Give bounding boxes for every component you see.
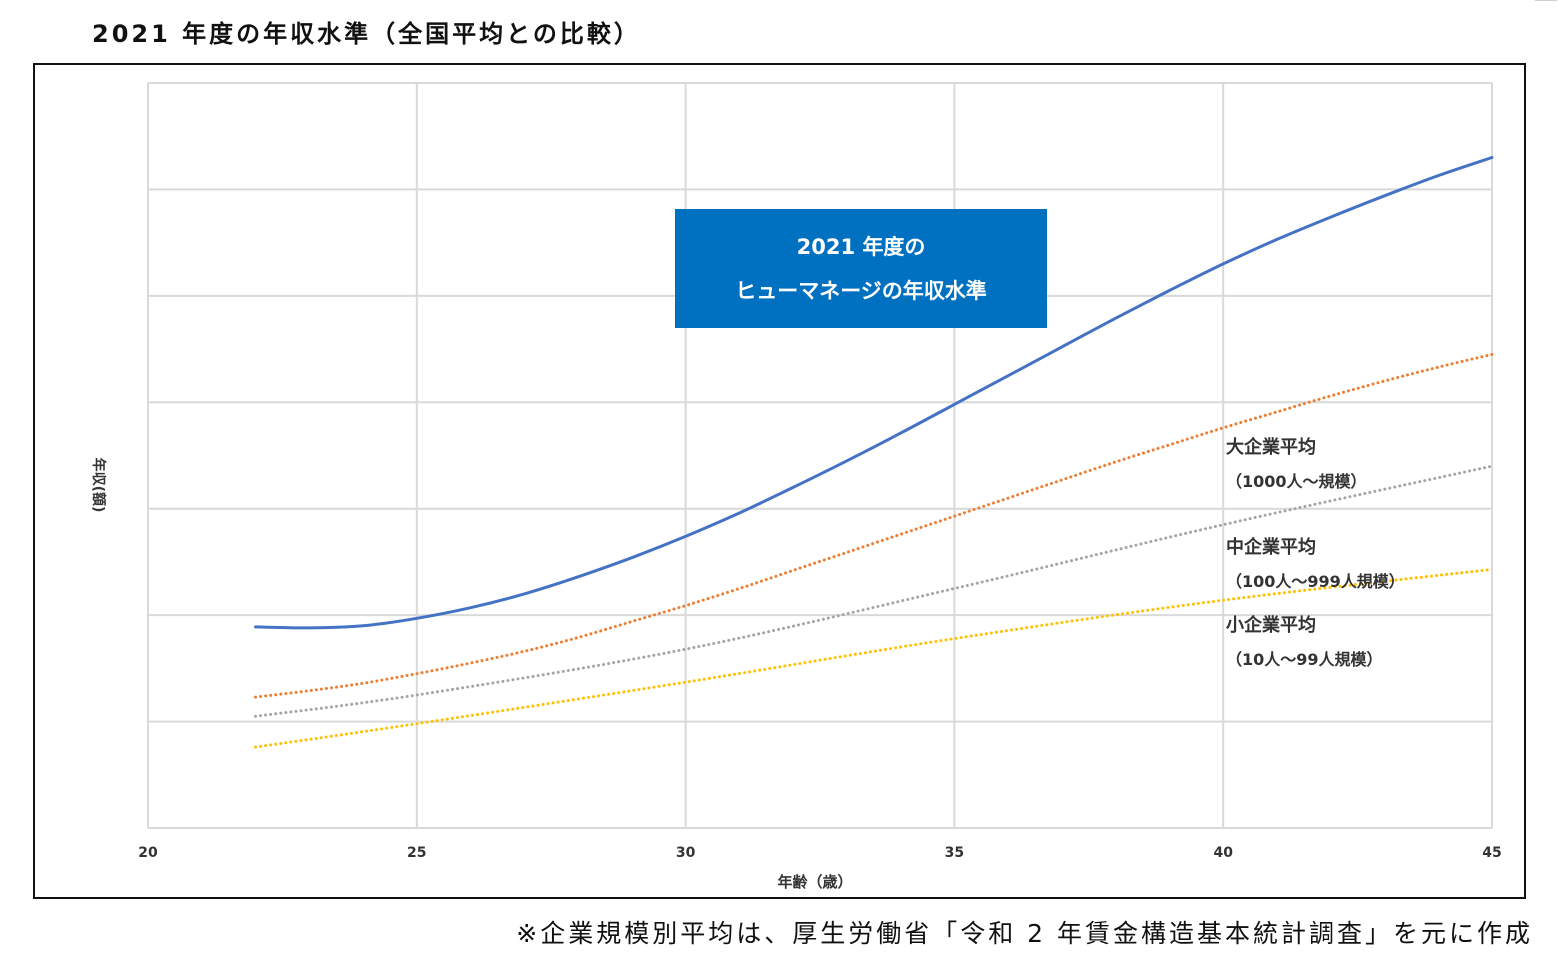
label-layer: 大企業平均 （1000人～規模） 中企業平均 （100人～999人規模） 小企業平均 （1… <box>1226 436 1405 669</box>
series-sublabel-small: （10人～99人規模） <box>1226 650 1383 669</box>
line-chart: 20 25 30 35 40 45 大企業平均 （1000人～規模） 中企業平均 （100人～9… <box>90 82 1502 891</box>
series-line-medium <box>254 464 1494 718</box>
callout-line-2: ヒューマネージの年収水準 <box>735 279 987 303</box>
x-tick-label: 40 <box>1213 845 1233 861</box>
series-line-small <box>254 567 1494 749</box>
x-tick-label: 20 <box>138 845 158 861</box>
x-axis-label: 年齢（歳） <box>777 873 852 891</box>
chart-frame: 20 25 30 35 40 45 大企業平均 （1000人～規模） 中企業平均 （100人～9… <box>33 63 1526 899</box>
source-note: ※企業規模別平均は、厚生労働省「令和 2 年賃金構造基本統計調査」を元に作成 <box>516 919 1533 948</box>
series-layer <box>254 156 1494 749</box>
x-tick-label: 30 <box>676 845 696 861</box>
x-tick-label: 35 <box>945 845 964 861</box>
series-line-humanage <box>254 156 1494 630</box>
series-sublabel-large: （1000人～規模） <box>1226 472 1367 491</box>
corner-mark <box>1535 0 1557 9</box>
x-tick-label: 45 <box>1482 845 1501 861</box>
series-label-small: 小企業平均 <box>1226 614 1316 636</box>
series-sublabel-medium: （100人～999人規模） <box>1226 572 1405 591</box>
page-title: 2021 年度の年収水準（全国平均との比較） <box>92 20 641 48</box>
series-label-large: 大企業平均 <box>1226 436 1316 458</box>
x-tick-label: 25 <box>407 845 426 861</box>
callout-box: 2021 年度の ヒューマネージの年収水準 <box>675 209 1047 328</box>
callout-background <box>675 209 1047 328</box>
y-axis-label: 年収(額) <box>90 458 107 513</box>
series-label-medium: 中企業平均 <box>1226 536 1316 558</box>
series-line-large <box>254 352 1494 699</box>
callout-line-1: 2021 年度の <box>797 235 926 259</box>
